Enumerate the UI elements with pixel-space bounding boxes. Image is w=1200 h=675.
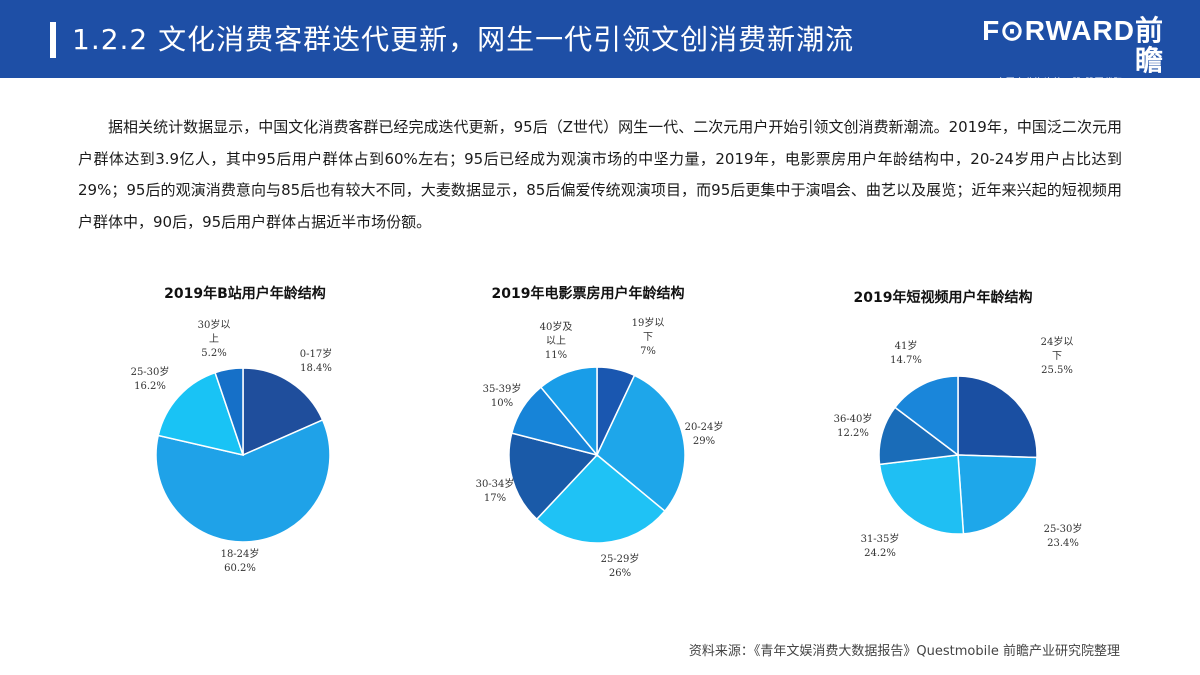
pie-2-label-4: 41岁 14.7%	[890, 339, 922, 366]
chart-title-box-office: 2019年电影票房用户年龄结构	[491, 286, 685, 302]
brand-logo: F⊙RWARD前瞻 中国产业咨询第一股 股票代码:839599	[964, 16, 1164, 90]
pie-1-label-0: 19岁以下 7%	[632, 316, 665, 357]
pie-2-slice-3	[878, 406, 960, 466]
pie-2-slice-2	[878, 454, 965, 535]
pie-0-label-2: 25-30岁 16.2%	[131, 365, 170, 392]
pie-1-slice-5	[539, 366, 598, 458]
pie-1-slice-3	[508, 432, 599, 521]
page-title: 1.2.2 文化消费客群迭代更新，网生一代引领文创消费新潮流	[72, 23, 855, 56]
pie-0-label-1: 18-24岁 60.2%	[221, 547, 260, 574]
pie-2-label-2: 31-35岁 24.2%	[861, 532, 900, 559]
pie-1-slice-2	[535, 453, 666, 544]
pie-2-label-3: 36-40岁 12.2%	[834, 412, 873, 439]
title-accent-bar	[50, 22, 56, 58]
pie-2-slice-4	[893, 375, 959, 457]
pie-0-slice-0	[242, 367, 324, 457]
pie-2-label-1: 25-30岁 23.4%	[1044, 522, 1083, 549]
header-bar: 1.2.2 文化消费客群迭代更新，网生一代引领文创消费新潮流 F⊙RWARD前瞻…	[0, 0, 1200, 88]
pie-1-label-3: 30-34岁 17%	[476, 477, 515, 504]
intro-paragraph: 据相关统计数据显示，中国文化消费客群已经完成迭代更新，95后（Z世代）网生一代、…	[78, 118, 1122, 231]
logo-subtitle: 中国产业咨询第一股 股票代码:839599	[996, 78, 1164, 88]
pie-1-label-2: 25-29岁 26%	[601, 552, 640, 579]
pie-2-slice-0	[957, 375, 1038, 459]
pie-1-label-5: 40岁及以上 11%	[540, 320, 573, 361]
chart-title-short-video: 2019年短视频用户年龄结构	[853, 290, 1033, 306]
logo-brand-text: F⊙RWARD前瞻	[982, 15, 1164, 76]
pie-0-slice-3	[214, 367, 244, 456]
pie-0-slice-1	[155, 418, 331, 543]
pie-2-slice-1	[957, 454, 1038, 535]
source-note: 资料来源：《青年文娱消费大数据报告》Questmobile 前瞻产业研究院整理	[688, 644, 1120, 659]
chart-title-bilibili: 2019年B站用户年龄结构	[164, 286, 326, 302]
pie-0-label-0: 0-17岁 18.4%	[300, 347, 332, 374]
pie-1-slice-1	[596, 374, 686, 513]
pie-1-label-4: 35-39岁 10%	[483, 382, 522, 409]
pie-0-label-3: 30岁以上 5.2%	[198, 318, 231, 359]
pie-1-label-1: 20-24岁 29%	[685, 420, 724, 447]
pie-2-label-0: 24岁以下 25.5%	[1041, 335, 1074, 376]
